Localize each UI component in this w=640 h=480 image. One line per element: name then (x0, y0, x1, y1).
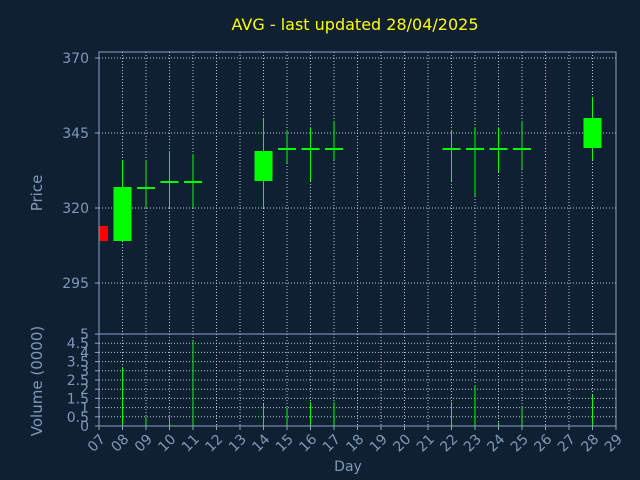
candle (489, 127, 508, 172)
price-tick-label: 295 (62, 276, 89, 292)
volume-tick-label: 3.5 (67, 355, 89, 371)
candle (466, 127, 484, 196)
price-candles (98, 97, 602, 241)
candle-body (99, 226, 108, 241)
candle-body (301, 148, 320, 150)
candle (278, 130, 296, 163)
volume-tick-label: 4 (80, 345, 89, 361)
volume-tick-label: 2.5 (67, 373, 89, 389)
candle (301, 127, 320, 181)
candle (137, 160, 155, 208)
candle-body (583, 118, 602, 148)
volume-tick-label: 0.5 (67, 410, 89, 426)
candle-body (184, 181, 202, 183)
price-panel: 295 320 345 370 Price (28, 51, 617, 335)
candle (160, 151, 179, 208)
price-axis-label: Price (28, 175, 46, 212)
chart-title: AVG - last updated 28/04/2025 (232, 15, 479, 34)
candle (583, 97, 602, 160)
candle-body (466, 148, 484, 150)
candle-body (442, 148, 461, 150)
price-tick-label: 370 (62, 51, 89, 67)
candle-body (254, 151, 273, 181)
price-tick-label: 320 (62, 201, 89, 217)
volume-tick-label: 4.5 (67, 336, 89, 352)
candle (184, 154, 202, 208)
volume-tick-label: 5 (80, 327, 89, 343)
candle-body (278, 148, 296, 150)
volume-tick-label: 2 (80, 382, 89, 398)
candle (254, 118, 273, 208)
price-tick-label: 345 (62, 126, 89, 142)
volume-axis-ticks: 00.511.522.533.544.55 (67, 327, 99, 435)
candle-body (137, 187, 155, 189)
candle-body (160, 181, 179, 183)
candle (513, 121, 531, 169)
candle (442, 130, 461, 181)
candle (98, 226, 108, 241)
candle-body (513, 148, 531, 150)
volume-tick-label: 1.5 (67, 391, 89, 407)
candle-body (325, 148, 343, 150)
x-axis-label: Day (334, 459, 362, 475)
candle (113, 160, 132, 241)
candle (325, 121, 343, 160)
volume-tick-label: 0 (80, 419, 89, 435)
price-axis-ticks: 295 320 345 370 (62, 51, 99, 292)
volume-tick-label: 3 (80, 364, 89, 380)
volume-tick-label: 1 (80, 401, 89, 417)
candle-body (489, 148, 508, 150)
candle-body (113, 187, 132, 241)
volume-panel: 00.511.522.533.544.55 Volume (0000) (28, 326, 617, 436)
volume-bars (122, 341, 593, 426)
volume-axis-label: Volume (0000) (28, 326, 46, 436)
